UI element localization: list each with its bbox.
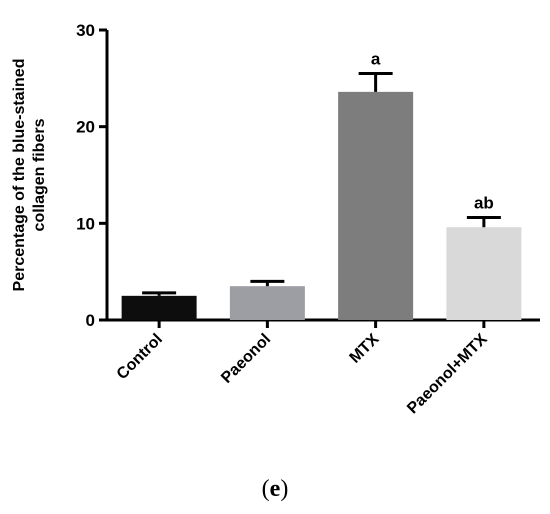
x-tick-label: Paeonol+MTX <box>404 331 491 418</box>
bar <box>338 91 414 320</box>
y-tick-label: 10 <box>76 214 95 233</box>
x-tick-label: MTX <box>347 331 383 367</box>
bar <box>121 295 197 320</box>
x-tick-label: Paeonol <box>218 331 274 387</box>
y-axis-title-line1: Percentage of the blue-stained <box>11 59 28 292</box>
panel-label: (e) <box>0 476 550 503</box>
y-axis-title: Percentage of the blue-stained collagen … <box>11 59 48 292</box>
x-tick-label: Control <box>114 331 166 383</box>
panel-label-open: ( <box>261 476 270 502</box>
y-tick-label: 20 <box>76 118 95 137</box>
bar <box>229 286 305 320</box>
y-axis-title-line2: collagen fibers <box>31 118 48 231</box>
y-tick-label: 0 <box>86 311 95 330</box>
plot-area: 0 10 20 30 Control Paeonol a MTX ab Paeonol+MTX <box>76 21 540 417</box>
significance-label: ab <box>474 194 494 213</box>
y-tick-label: 30 <box>76 21 95 40</box>
significance-label: a <box>371 50 381 69</box>
bar <box>446 227 522 320</box>
panel-label-close: ) <box>280 476 289 502</box>
panel-label-letter: e <box>269 476 281 502</box>
bar-chart: Percentage of the blue-stained collagen … <box>11 21 540 417</box>
